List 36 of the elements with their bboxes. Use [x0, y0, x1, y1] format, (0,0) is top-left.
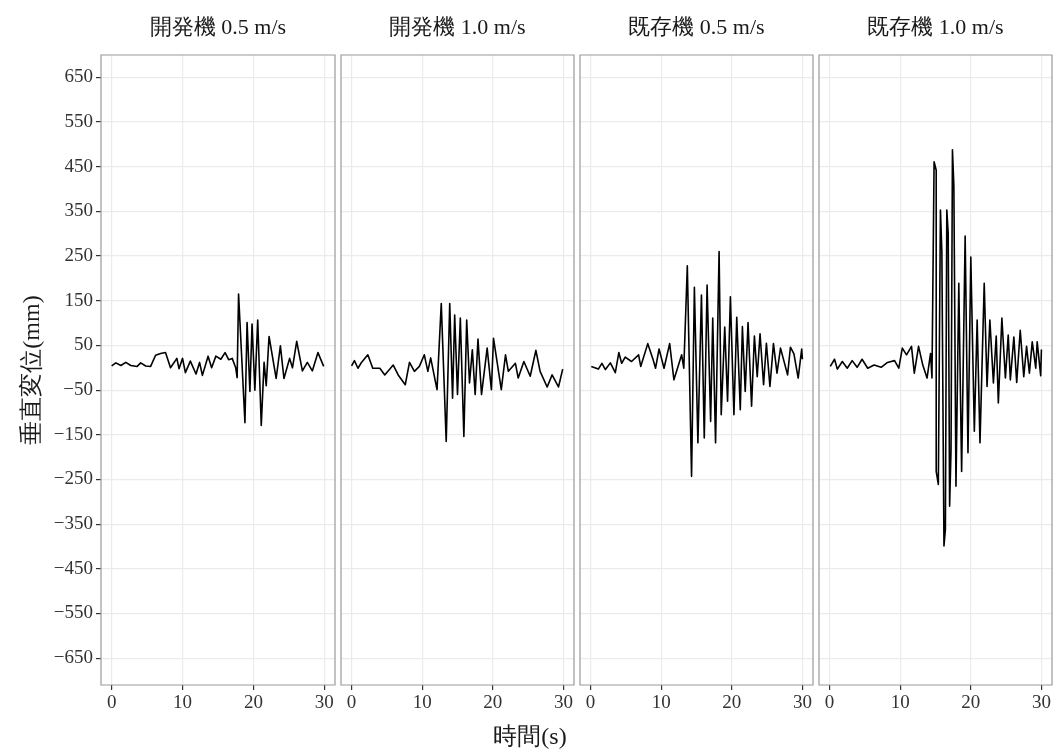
x-tick-label: 10 — [412, 691, 432, 713]
y-tick-label: −450 — [53, 556, 93, 578]
y-tick-label: −250 — [53, 467, 93, 489]
y-tick-label: 450 — [64, 154, 93, 176]
x-tick-label: 20 — [961, 691, 981, 713]
y-axis-title: 垂直変位(mm) — [16, 295, 45, 445]
x-tick-label: 0 — [585, 691, 596, 713]
x-tick-label: 10 — [173, 691, 193, 713]
x-tick-label: 10 — [651, 691, 671, 713]
y-tick-label: −650 — [53, 646, 93, 668]
y-tick-label: −350 — [53, 512, 93, 534]
y-tick-label: 250 — [64, 244, 93, 266]
x-tick-label: 0 — [346, 691, 357, 713]
x-tick-label: 20 — [722, 691, 742, 713]
y-tick-label: 650 — [64, 65, 93, 87]
x-tick-label: 20 — [483, 691, 503, 713]
chart-title: 既存機 1.0 m/s — [866, 13, 1005, 41]
y-tick-label: 150 — [64, 288, 93, 310]
x-tick-label: 30 — [1031, 691, 1051, 713]
x-tick-label: 30 — [553, 691, 573, 713]
chart-title: 開発機 0.5 m/s — [148, 13, 288, 41]
y-tick-label: −50 — [63, 378, 93, 400]
y-tick-label: −150 — [53, 422, 93, 444]
x-tick-label: 20 — [243, 691, 263, 713]
x-tick-label: 10 — [890, 691, 910, 713]
chart-title: 開発機 1.0 m/s — [388, 13, 527, 41]
chart-title: 既存機 0.5 m/s — [627, 13, 766, 41]
y-tick-label: 350 — [64, 199, 93, 221]
x-axis-title: 時間(s) — [492, 722, 568, 751]
y-tick-label: 50 — [74, 333, 93, 355]
x-tick-label: 30 — [314, 691, 334, 713]
y-tick-label: −550 — [53, 601, 93, 623]
x-tick-label: 0 — [106, 691, 117, 713]
y-tick-label: 550 — [64, 110, 93, 132]
x-tick-label: 30 — [792, 691, 812, 713]
x-tick-label: 0 — [824, 691, 835, 713]
